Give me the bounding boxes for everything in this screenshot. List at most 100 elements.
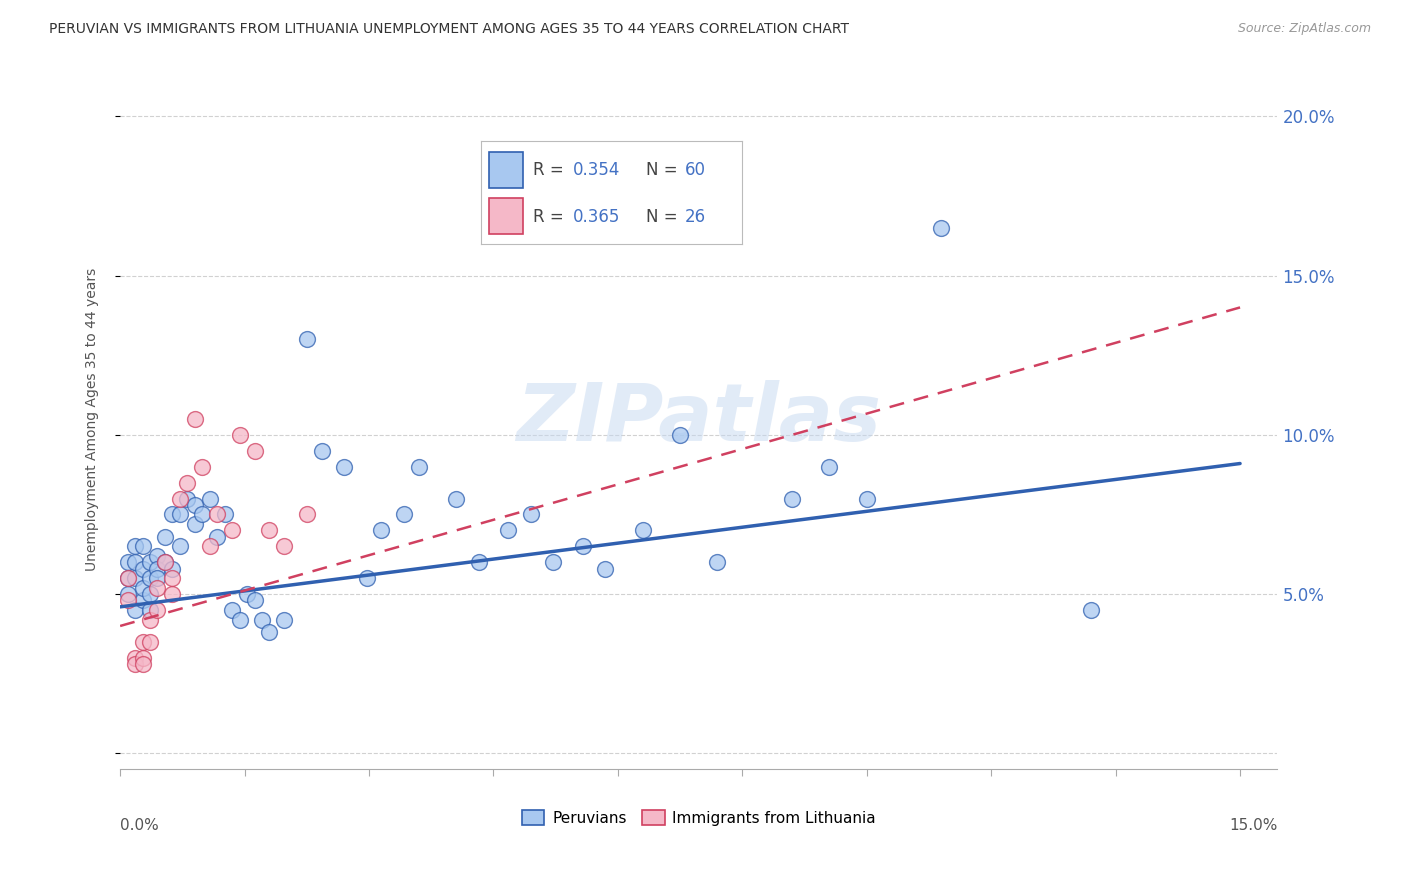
Point (221, 603, 243, 617)
Text: PERUVIAN VS IMMIGRANTS FROM LITHUANIA UNEMPLOYMENT AMONG AGES 35 TO 44 YEARS COR: PERUVIAN VS IMMIGRANTS FROM LITHUANIA UN… (49, 22, 849, 37)
Point (295, 508, 318, 522)
Point (139, 635, 162, 649)
Text: R =: R = (533, 208, 569, 226)
Legend: Peruvians, Immigrants from Lithuania: Peruvians, Immigrants from Lithuania (516, 804, 882, 831)
Point (408, 459, 430, 474)
Text: 60: 60 (685, 161, 706, 179)
Point (153, 555, 176, 569)
Point (214, 508, 236, 522)
Point (198, 491, 221, 506)
Point (520, 508, 543, 522)
Y-axis label: Unemployment Among Ages 35 to 44 years: Unemployment Among Ages 35 to 44 years (86, 268, 100, 571)
Point (124, 603, 146, 617)
Bar (489, 198, 523, 234)
Point (146, 561, 169, 575)
Bar (489, 152, 523, 187)
Point (1080, 603, 1102, 617)
Point (311, 443, 333, 458)
Text: N =: N = (645, 161, 682, 179)
Point (169, 539, 191, 553)
Point (706, 555, 728, 569)
Point (780, 491, 803, 506)
Point (124, 657, 146, 672)
Point (117, 571, 139, 585)
Point (541, 555, 564, 569)
Point (631, 524, 654, 538)
Point (139, 613, 162, 627)
Point (295, 332, 318, 346)
Point (184, 412, 207, 426)
Point (205, 508, 228, 522)
Point (139, 587, 162, 601)
Point (191, 508, 214, 522)
Point (131, 581, 153, 595)
Point (205, 530, 228, 544)
Point (191, 459, 214, 474)
Point (184, 516, 207, 531)
Point (131, 635, 153, 649)
Point (131, 539, 153, 553)
Point (146, 571, 169, 585)
Point (595, 561, 617, 575)
Point (273, 613, 295, 627)
Point (131, 593, 153, 607)
Point (198, 539, 221, 553)
Point (146, 549, 169, 563)
Point (162, 508, 184, 522)
Point (169, 491, 191, 506)
Text: 0.354: 0.354 (572, 161, 620, 179)
Point (333, 459, 356, 474)
Point (131, 561, 153, 575)
Point (184, 498, 207, 512)
Point (176, 475, 198, 490)
Point (117, 555, 139, 569)
Point (153, 530, 176, 544)
Point (356, 571, 378, 585)
Point (124, 650, 146, 665)
Point (176, 491, 198, 506)
Point (124, 555, 146, 569)
Point (139, 603, 162, 617)
Text: 26: 26 (685, 208, 706, 226)
Point (162, 571, 184, 585)
Point (117, 593, 139, 607)
Text: Source: ZipAtlas.com: Source: ZipAtlas.com (1237, 22, 1371, 36)
Point (228, 427, 250, 442)
Point (236, 587, 259, 601)
Point (259, 625, 281, 640)
Point (162, 587, 184, 601)
Point (131, 657, 153, 672)
Point (146, 581, 169, 595)
Point (221, 524, 243, 538)
Point (124, 539, 146, 553)
Point (467, 555, 489, 569)
Text: ZIPatlas: ZIPatlas (516, 380, 882, 458)
Text: 15.0%: 15.0% (1229, 818, 1278, 833)
Point (855, 491, 877, 506)
Point (124, 571, 146, 585)
Point (250, 613, 273, 627)
Point (931, 220, 953, 235)
Point (444, 491, 467, 506)
Point (243, 593, 266, 607)
Point (162, 561, 184, 575)
Point (572, 539, 595, 553)
Text: 0.365: 0.365 (572, 208, 620, 226)
Point (117, 571, 139, 585)
Text: R =: R = (533, 161, 569, 179)
Point (146, 603, 169, 617)
Point (498, 524, 520, 538)
Text: 0.0%: 0.0% (120, 818, 159, 833)
Text: N =: N = (645, 208, 682, 226)
Point (818, 459, 841, 474)
Point (259, 524, 281, 538)
Point (243, 443, 266, 458)
Point (669, 427, 692, 442)
Point (228, 613, 250, 627)
Point (117, 587, 139, 601)
Point (139, 571, 162, 585)
Point (370, 524, 392, 538)
Point (131, 650, 153, 665)
Point (392, 508, 415, 522)
Point (153, 555, 176, 569)
